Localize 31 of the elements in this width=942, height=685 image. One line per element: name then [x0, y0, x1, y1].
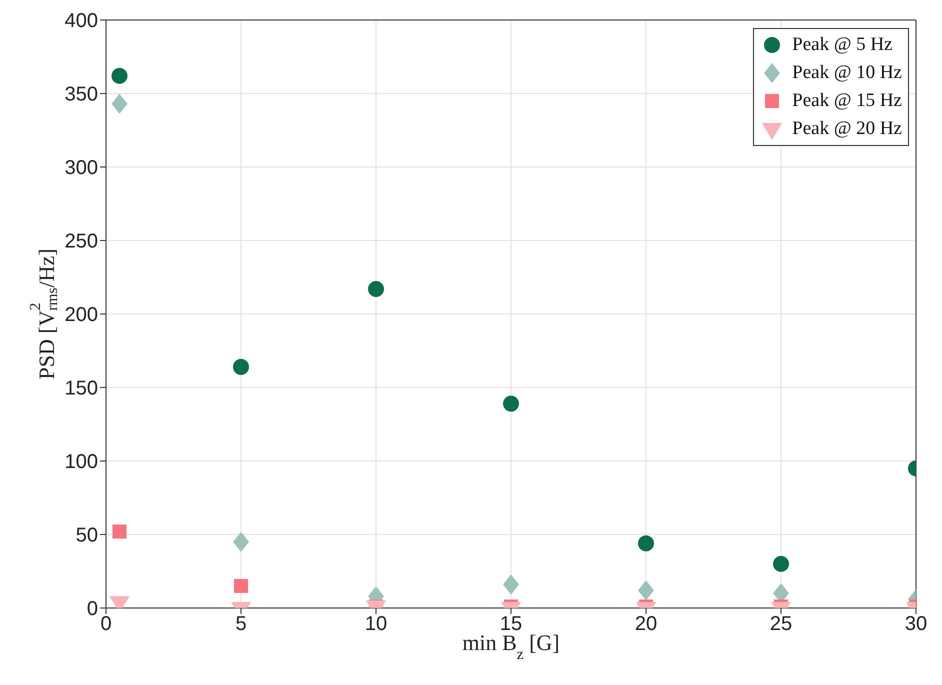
y-tick-label: 100	[64, 451, 98, 474]
y-tick-label: 0	[86, 598, 98, 620]
point	[503, 396, 519, 412]
x-tick-label: 20	[634, 613, 658, 636]
legend-label: Peak @ 15 Hz	[792, 89, 902, 113]
point	[234, 578, 248, 593]
y-tick-label: 150	[64, 378, 98, 400]
y-tick-label: 200	[64, 304, 98, 326]
y-tick-label: 400	[64, 10, 98, 32]
y-tick-label: 50	[76, 524, 98, 547]
y-tick-label: 300	[64, 157, 98, 180]
point	[112, 524, 126, 539]
legend-label: Peak @ 20 Hz	[792, 117, 902, 141]
y-tick-label: 250	[64, 230, 98, 253]
point	[112, 94, 128, 114]
point	[112, 68, 128, 84]
legend-label: Peak @ 5 Hz	[792, 33, 892, 57]
point	[638, 535, 654, 552]
point	[368, 281, 384, 298]
x-tick-label: 10	[364, 613, 388, 636]
point	[503, 574, 519, 594]
x-tick-label: 0	[100, 613, 112, 636]
x-tick-label: 5	[235, 613, 247, 636]
point	[638, 580, 654, 600]
point	[773, 556, 789, 572]
point	[233, 358, 249, 375]
point	[233, 532, 249, 552]
legend-label: Peak @ 10 Hz	[792, 61, 902, 85]
x-tick-label: 25	[770, 613, 792, 636]
y-tick-label: 350	[64, 84, 98, 106]
x-tick-label: 30	[904, 613, 928, 636]
